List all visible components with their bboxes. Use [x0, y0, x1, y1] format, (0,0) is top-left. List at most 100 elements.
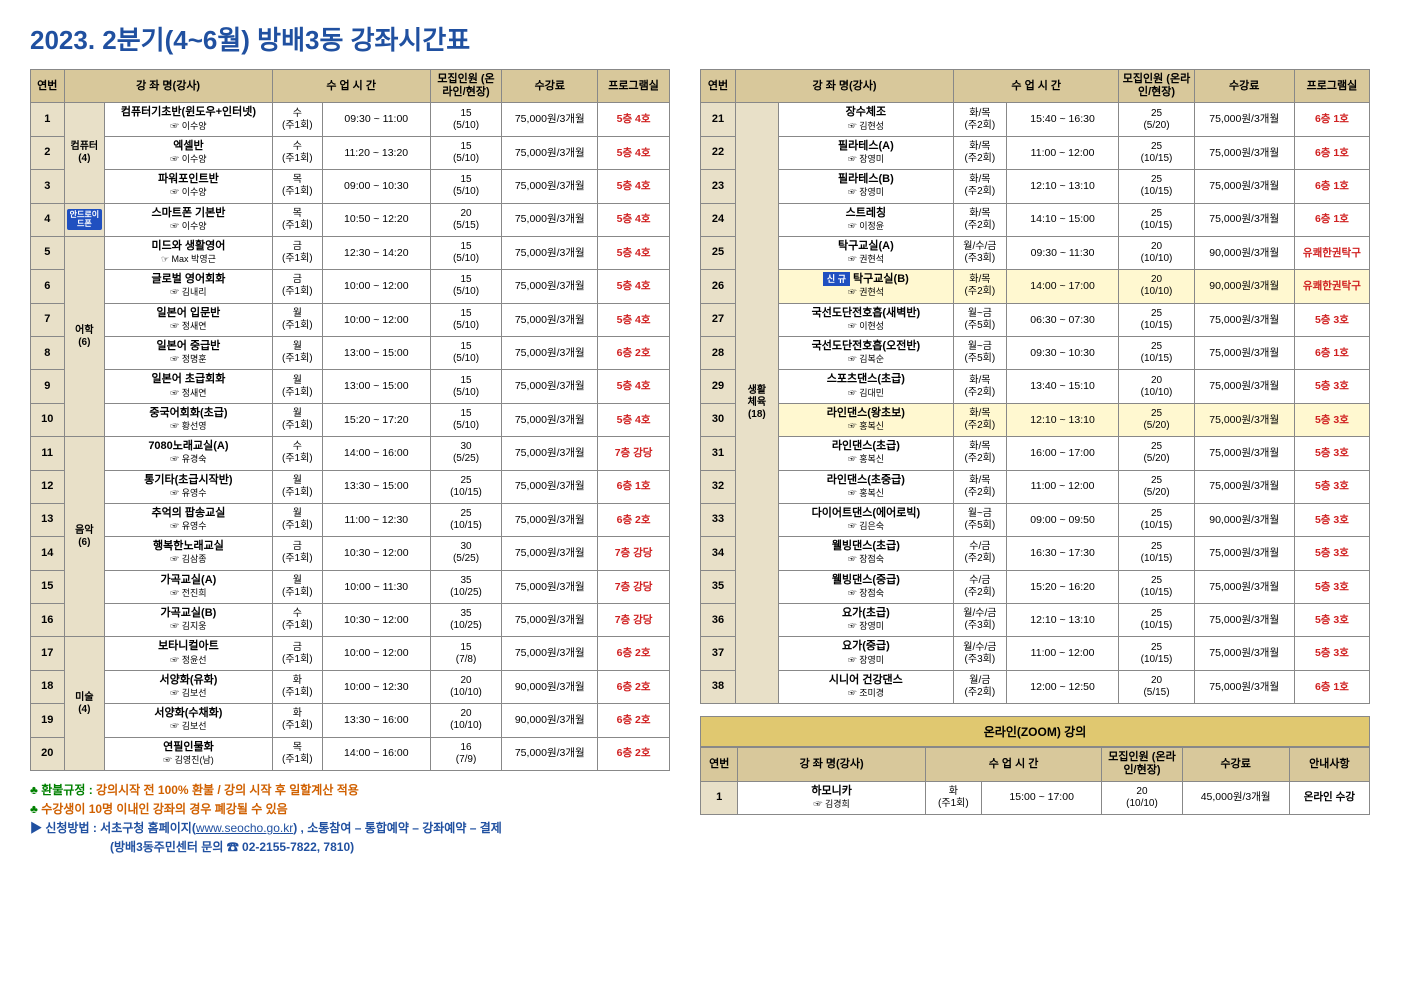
capacity-cell: 20(5/15): [1119, 670, 1194, 703]
room-cell: 5층 3호: [1294, 303, 1369, 336]
capacity-cell: 25(10/15): [1119, 537, 1194, 570]
room-cell: 5층 3호: [1294, 437, 1369, 470]
course-cell: 서양화(수채화)☞ 김보선: [105, 704, 273, 737]
time-cell: 13:00 ~ 15:00: [322, 337, 430, 370]
room-cell: 5층 3호: [1294, 637, 1369, 670]
col-header: 수 업 시 간: [925, 748, 1102, 781]
room-cell: 7층 강당: [598, 570, 670, 603]
course-cell: 필라테스(B) ☞ 장영미: [778, 170, 953, 203]
room-cell: 6층 1호: [1294, 337, 1369, 370]
course-cell: 미드와 생활영어☞ Max 박영근: [105, 236, 273, 269]
page-title: 2023. 2분기(4~6월) 방배3동 강좌시간표: [30, 20, 1373, 57]
note-refund: 강의시작 전 100% 환불 / 강의 시작 후 일할계산 적용: [96, 783, 359, 797]
capacity-cell: 25(10/15): [430, 503, 502, 536]
course-name: 글로벌 영어회화: [151, 273, 225, 285]
teacher-name: ☞ 김대민: [848, 388, 884, 398]
fee-cell: 75,000원/3개월: [502, 604, 598, 637]
time-cell: 14:00 ~ 17:00: [1006, 270, 1119, 303]
time-cell: 15:20 ~ 17:20: [322, 403, 430, 436]
time-cell: 10:00 ~ 12:00: [322, 270, 430, 303]
row-number: 20: [31, 737, 65, 770]
capacity-cell: 25(5/20): [1119, 103, 1194, 136]
fee-cell: 75,000원/3개월: [1194, 570, 1294, 603]
teacher-name: ☞ 김지웅: [170, 621, 206, 631]
capacity-cell: 20(5/15): [430, 203, 502, 236]
teacher-name: ☞ 김보선: [170, 721, 206, 731]
table-row: 20연필인물화☞ 김영진(남)목(주1회)14:00 ~ 16:0016(7/9…: [31, 737, 670, 770]
fee-cell: 75,000원/3개월: [502, 370, 598, 403]
category-cell: 컴퓨터(4): [64, 103, 105, 203]
capacity-cell: 20(10/10): [1119, 236, 1194, 269]
row-number: 5: [31, 236, 65, 269]
capacity-cell: 25(5/20): [1119, 437, 1194, 470]
course-name: 필라테스(A): [838, 140, 894, 152]
seocho-link[interactable]: www.seocho.go.kr: [196, 821, 293, 835]
course-name: 일본어 초급회화: [151, 373, 225, 385]
teacher-name: ☞ 장점숙: [848, 588, 884, 598]
time-cell: 11:00 ~ 12:00: [1006, 637, 1119, 670]
fee-cell: 75,000원/3개월: [502, 103, 598, 136]
capacity-cell: 20(10/10): [430, 670, 502, 703]
course-name: 서양화(유화): [159, 674, 217, 686]
room-cell: 5층 4호: [598, 103, 670, 136]
row-number: 35: [701, 570, 736, 603]
table-row: 24스트레칭☞ 이정윤화/목(주2회)14:10 ~ 15:0025(10/15…: [701, 203, 1370, 236]
table-row: 30라인댄스(왕초보)☞ 홍복신화/목(주2회)12:10 ~ 13:1025(…: [701, 403, 1370, 436]
table-row: 23필라테스(B)☞ 장영미화/목(주2회)12:10 ~ 13:1025(10…: [701, 170, 1370, 203]
day-cell: 월(주1회): [272, 570, 322, 603]
time-cell: 11:00 ~ 12:00: [1006, 470, 1119, 503]
course-name: 탁구교실(B): [853, 273, 909, 285]
room-cell: 5층 3호: [1294, 470, 1369, 503]
capacity-cell: 15(5/10): [430, 236, 502, 269]
course-cell: 일본어 중급반☞ 정명훈: [105, 337, 273, 370]
teacher-name: ☞ 장영미: [848, 187, 884, 197]
table-row: 32라인댄스(초중급)☞ 홍복신화/목(주2회)11:00 ~ 12:0025(…: [701, 470, 1370, 503]
course-name: 가곡교실(A): [161, 574, 217, 586]
time-cell: 12:10 ~ 13:10: [1006, 604, 1119, 637]
course-cell: 국선도단전호흡(오전반)☞ 김복순: [778, 337, 953, 370]
course-name: 스마트폰 기본반: [151, 207, 225, 219]
capacity-cell: 25(10/15): [1119, 503, 1194, 536]
day-cell: 수(주1회): [272, 604, 322, 637]
room-cell: 6층 1호: [1294, 103, 1369, 136]
fee-cell: 75,000원/3개월: [502, 503, 598, 536]
day-cell: 월/수/금(주3회): [954, 637, 1007, 670]
col-header: 수강료: [1182, 748, 1289, 781]
time-cell: 12:00 ~ 12:50: [1006, 670, 1119, 703]
course-name: 다이어트댄스(에어로빅): [812, 507, 921, 519]
note-apply-suffix: ) , 소통참여 – 통합예약 – 강좌예약 – 결제: [293, 821, 502, 835]
capacity-cell: 25(10/15): [1119, 136, 1194, 169]
course-name: 필라테스(B): [838, 173, 894, 185]
course-cell: 시니어 건강댄스☞ 조미경: [778, 670, 953, 703]
day-cell: 화(주1회): [925, 781, 981, 814]
course-name: 추억의 팝송교실: [151, 507, 225, 519]
row-number: 15: [31, 570, 65, 603]
course-name: 보타니컬아트: [158, 640, 219, 652]
row-number: 12: [31, 470, 65, 503]
fee-cell: 90,000원/3개월: [502, 704, 598, 737]
course-cell: 라인댄스(왕초보)☞ 홍복신: [778, 403, 953, 436]
time-cell: 12:10 ~ 13:10: [1006, 403, 1119, 436]
row-number: 6: [31, 270, 65, 303]
table-row: 14행복한노래교실☞ 김삼종금(주1회)10:30 ~ 12:0030(5/25…: [31, 537, 670, 570]
row-number: 11: [31, 437, 65, 470]
time-cell: 16:30 ~ 17:30: [1006, 537, 1119, 570]
info-cell: 온라인 수강: [1289, 781, 1369, 814]
col-header: 안내사항: [1289, 748, 1369, 781]
day-cell: 월(주1회): [272, 470, 322, 503]
teacher-name: ☞ 장점숙: [848, 554, 884, 564]
time-cell: 15:00 ~ 17:00: [981, 781, 1101, 814]
table-row: 27국선도단전호흡(새벽반)☞ 이현성월~금(주5회)06:30 ~ 07:30…: [701, 303, 1370, 336]
capacity-cell: 20(10/10): [430, 704, 502, 737]
teacher-name: ☞ 정새연: [170, 388, 206, 398]
row-number: 2: [31, 136, 65, 169]
table-row: 31라인댄스(초급)☞ 홍복신화/목(주2회)16:00 ~ 17:0025(5…: [701, 437, 1370, 470]
room-cell: 5층 4호: [598, 236, 670, 269]
row-number: 18: [31, 670, 65, 703]
room-cell: 6층 1호: [1294, 203, 1369, 236]
row-number: 13: [31, 503, 65, 536]
row-number: 4: [31, 203, 65, 236]
room-cell: 5층 4호: [598, 303, 670, 336]
teacher-name: ☞ 정새연: [170, 321, 206, 331]
course-name: 일본어 중급반: [157, 340, 221, 352]
